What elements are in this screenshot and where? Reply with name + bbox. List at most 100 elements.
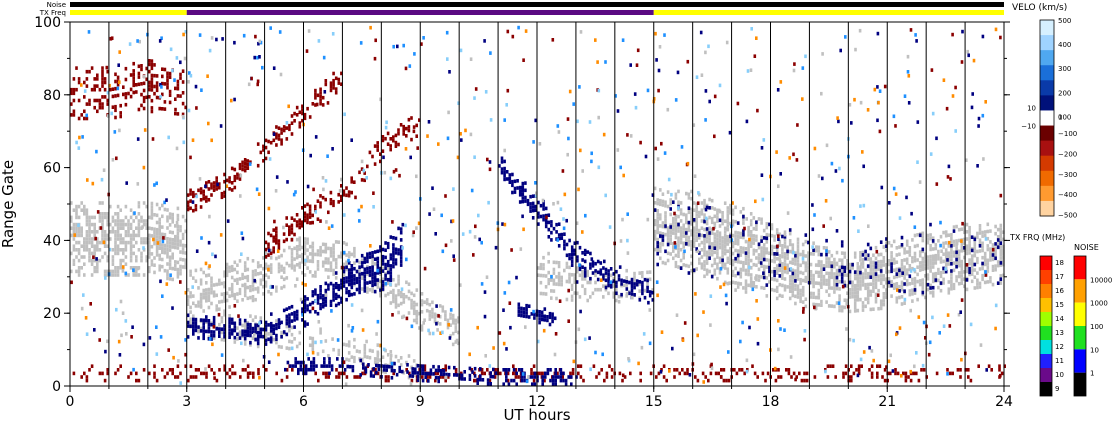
scatter-cell	[795, 375, 798, 379]
scatter-cell	[744, 257, 748, 262]
scatter-cell	[376, 319, 380, 324]
scatter-cell	[298, 222, 301, 226]
scatter-cell	[687, 271, 691, 275]
scatter-cell	[529, 194, 532, 199]
scatter-cell	[340, 282, 343, 286]
scatter-cell	[298, 247, 302, 251]
scatter-cell	[809, 295, 813, 299]
scatter-cell	[913, 267, 916, 272]
scatter-cell	[906, 70, 910, 74]
scatter-cell	[109, 237, 112, 241]
scatter-cell	[119, 364, 122, 368]
scatter-cell	[397, 248, 400, 252]
scatter-cell	[864, 268, 867, 273]
scatter-cell	[199, 329, 203, 333]
scatter-cell	[762, 236, 766, 240]
scatter-cell	[618, 371, 622, 376]
scatter-cell	[788, 239, 792, 243]
scatter-cell	[394, 247, 398, 252]
scatter-cell	[252, 371, 255, 376]
scatter-cell	[957, 263, 961, 268]
scatter-cell	[717, 371, 720, 376]
scatter-cell	[376, 354, 380, 358]
scatter-cell	[876, 85, 879, 89]
scatter-cell	[424, 371, 427, 376]
scatter-cell	[531, 382, 534, 386]
scatter-cell	[742, 260, 745, 265]
scatter-cell	[98, 87, 102, 92]
scatter-cell	[442, 369, 446, 373]
scatter-cell	[848, 288, 852, 292]
scatter-cell	[726, 242, 730, 246]
scatter-cell	[840, 308, 844, 313]
scatter-cells	[70, 25, 1006, 386]
scatter-cell	[301, 256, 304, 261]
scatter-cell	[135, 273, 138, 277]
scatter-cell	[303, 211, 307, 216]
scatter-cell	[75, 212, 78, 216]
scatter-cell	[918, 253, 922, 258]
scatter-cell	[241, 160, 244, 165]
scatter-cell	[353, 359, 356, 364]
scatter-cell	[999, 245, 1003, 249]
scatter-cell	[796, 295, 800, 299]
scatter-cell	[978, 244, 982, 248]
scatter-cell	[272, 138, 276, 143]
scatter-cell	[921, 281, 925, 286]
scatter-cell	[101, 66, 104, 70]
scatter-cell	[256, 334, 260, 338]
scatter-cell	[615, 291, 618, 296]
scatter-cell	[347, 271, 351, 276]
scatter-cell	[690, 261, 693, 266]
scatter-cell	[796, 288, 800, 292]
scatter-cell	[290, 319, 294, 323]
scatter-cell	[280, 330, 283, 335]
scatter-cell	[548, 322, 552, 327]
scatter-cell	[991, 253, 995, 257]
scatter-cell	[955, 246, 958, 250]
scatter-cell	[110, 111, 113, 116]
scatter-cell	[295, 113, 299, 117]
scatter-cell	[963, 241, 966, 245]
scatter-cell	[804, 275, 808, 280]
scatter-cell	[739, 249, 743, 254]
scatter-cell	[276, 249, 280, 253]
scatter-cell	[101, 226, 104, 230]
scatter-cell	[710, 274, 714, 279]
scatter-cell	[965, 244, 969, 248]
scatter-cell	[834, 375, 837, 379]
scatter-cell	[840, 305, 844, 309]
scatter-cell	[429, 368, 433, 372]
scatter-cell	[204, 261, 208, 266]
scatter-cell	[526, 202, 530, 207]
scatter-cell	[916, 233, 919, 237]
scatter-cell	[856, 283, 860, 288]
scatter-cell	[890, 279, 893, 284]
scatter-cell	[729, 234, 732, 239]
scatter-cell	[506, 371, 510, 376]
scatter-cell	[929, 265, 932, 270]
scatter-cell	[389, 235, 393, 239]
scatter-cell	[981, 234, 984, 238]
scatter-cell	[685, 242, 688, 246]
txfreq-strip-segment	[653, 10, 1004, 15]
scatter-cell	[508, 301, 512, 305]
scatter-cell	[804, 239, 808, 244]
scatter-cell	[505, 375, 508, 379]
scatter-cell	[347, 343, 351, 348]
scatter-cell	[781, 265, 784, 270]
scatter-cell	[389, 267, 393, 272]
scatter-cell	[186, 200, 190, 205]
scatter-cell	[950, 251, 953, 255]
scatter-cell	[150, 80, 154, 85]
scatter-cell	[218, 334, 221, 338]
scatter-cell	[251, 269, 255, 274]
scatter-cell	[324, 257, 328, 261]
scatter-cell	[568, 253, 571, 257]
scatter-cell	[241, 276, 244, 280]
scatter-cell	[401, 246, 404, 250]
scatter-cell	[757, 245, 761, 250]
scatter-cell	[384, 281, 388, 286]
scatter-cell	[615, 298, 618, 303]
scatter-cell	[721, 258, 724, 263]
